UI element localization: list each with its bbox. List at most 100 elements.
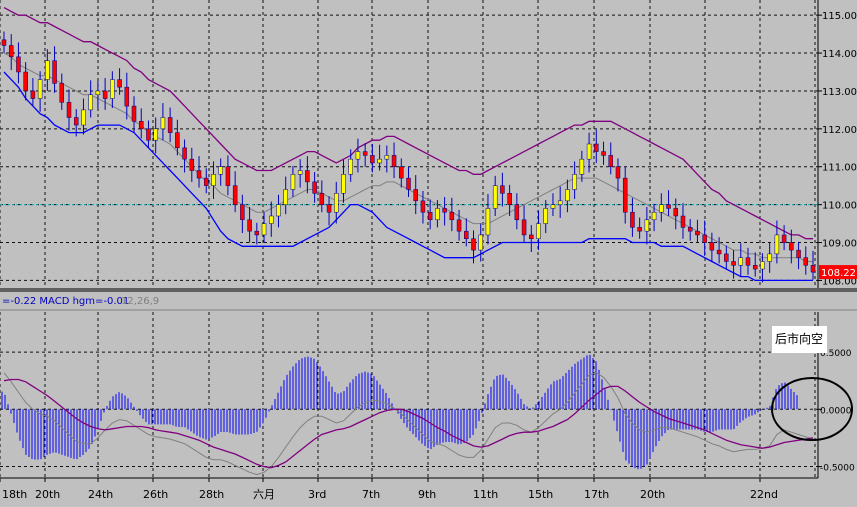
x-tick-label: 15th [528,488,553,501]
candle-body [146,128,151,141]
candle-body [695,230,700,236]
candle-body [420,200,426,213]
candle-body [644,219,650,232]
down-candle [232,171,238,213]
up-candle [572,161,577,199]
candle-body [261,223,267,236]
down-candle [102,78,108,110]
candle-body [73,117,79,126]
up-candle [492,175,498,216]
candle-body [651,211,657,221]
candle-body [406,177,411,190]
candle-body [789,242,794,251]
candle-body [370,155,375,164]
candle-body [175,132,180,149]
candle-body [796,249,801,258]
macd-tick-label: -0.5000 [820,464,855,474]
candlesticks [1,31,816,283]
down-candle [724,245,729,270]
down-candle [464,218,469,247]
up-candle [579,150,585,182]
candle-body [254,230,260,236]
up-candle [334,181,339,224]
candle-body [52,60,57,84]
down-candle [781,225,787,251]
candle-body [659,204,664,213]
candle-body [102,90,108,99]
candle-body [781,234,787,243]
candle-body [673,208,679,217]
up-candle [651,203,657,232]
up-candle [261,212,267,243]
candle-body [803,257,809,266]
candle-body [752,265,758,270]
candle-body [514,204,520,221]
price-axis: 115.00 114.00 113.00 112.00 111.00 110.00 109.… [0,0,857,311]
up-candle [485,194,491,245]
price-tick-label: 113.00 [822,87,857,98]
price-tick-label: 111.00 [822,163,857,174]
x-tick-label: 20th [35,488,60,501]
down-candle [709,232,715,262]
candle-body [774,234,780,255]
candle-body [687,227,693,232]
x-tick-label: 20th [640,488,665,501]
candle-body [601,151,606,156]
up-candle [536,210,541,251]
candle-body [550,204,556,209]
x-tick-label: 11th [473,488,498,501]
up-candle [760,253,765,283]
candle-body [471,238,476,251]
down-candle [30,78,36,107]
up-candle [45,49,50,91]
candle-body [615,166,621,179]
candle-body [16,56,21,73]
down-candle [745,247,751,275]
up-candle [81,98,86,135]
down-candle [630,197,635,237]
down-candle [370,144,375,173]
up-candle [586,132,592,173]
down-candle [182,139,187,173]
down-candle [716,237,722,264]
up-candle [297,159,303,188]
panel-separator [0,288,857,292]
price-tick-label: 114.00 [822,49,857,60]
candle-body [290,174,296,190]
down-candle [456,209,462,241]
bollinger-upper-line [3,7,813,240]
up-candle [565,179,570,213]
up-candle [377,144,382,171]
candle-body [247,219,252,232]
candle-body [760,261,765,270]
candle-body [637,227,642,232]
candle-body [565,189,570,202]
down-candle [687,219,693,241]
candle-body [449,211,455,221]
annotation-circle [771,377,853,441]
macd-grid [0,312,818,478]
candle-body [138,121,144,130]
down-candle [803,246,809,275]
candle-body [427,211,433,221]
down-candle [204,168,209,194]
down-candle [413,175,418,215]
candle-body [225,166,231,186]
up-candle [384,145,390,173]
down-candle [326,196,332,226]
down-candle [427,199,433,230]
down-candle [673,198,679,230]
down-candle [362,143,368,167]
annotation-text: 后市向空 [775,331,823,346]
candle-body [622,177,628,213]
candle-body [543,208,548,224]
candle-body [724,253,729,262]
up-candle [211,161,216,199]
macd-header: =-0.22 MACD hgm=-0.01 [2,296,129,307]
candle-body [88,94,93,111]
candle-body [37,79,43,99]
down-candle [167,107,173,143]
candle-body [362,151,368,156]
candle-body [702,234,707,243]
candle-body [557,200,563,205]
